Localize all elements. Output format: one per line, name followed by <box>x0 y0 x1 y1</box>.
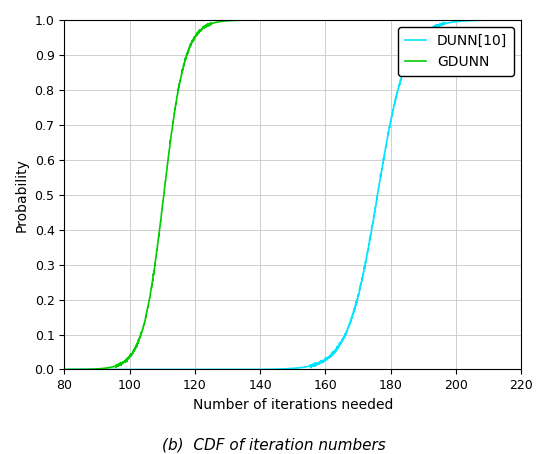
GDUNN <box>517 17 524 23</box>
DUNN[10] <box>509 17 516 23</box>
GDUNN <box>256 17 262 23</box>
DUNN[10] <box>460 18 466 24</box>
GDUNN <box>61 367 67 372</box>
Text: (b)  CDF of iteration numbers: (b) CDF of iteration numbers <box>162 438 386 453</box>
DUNN[10] <box>61 367 67 372</box>
DUNN[10] <box>236 367 243 372</box>
X-axis label: Number of iterations needed: Number of iterations needed <box>192 398 393 412</box>
DUNN[10] <box>140 367 147 372</box>
DUNN[10] <box>518 17 524 23</box>
Line: GDUNN: GDUNN <box>64 20 521 370</box>
DUNN[10] <box>256 367 262 372</box>
Line: DUNN[10]: DUNN[10] <box>64 20 521 370</box>
GDUNN <box>518 17 524 23</box>
GDUNN <box>509 17 516 23</box>
GDUNN <box>113 363 119 369</box>
GDUNN <box>460 17 466 23</box>
Legend: DUNN[10], GDUNN: DUNN[10], GDUNN <box>398 27 514 76</box>
GDUNN <box>140 323 147 328</box>
GDUNN <box>236 18 243 23</box>
DUNN[10] <box>113 367 119 372</box>
Y-axis label: Probability: Probability <box>15 158 29 232</box>
